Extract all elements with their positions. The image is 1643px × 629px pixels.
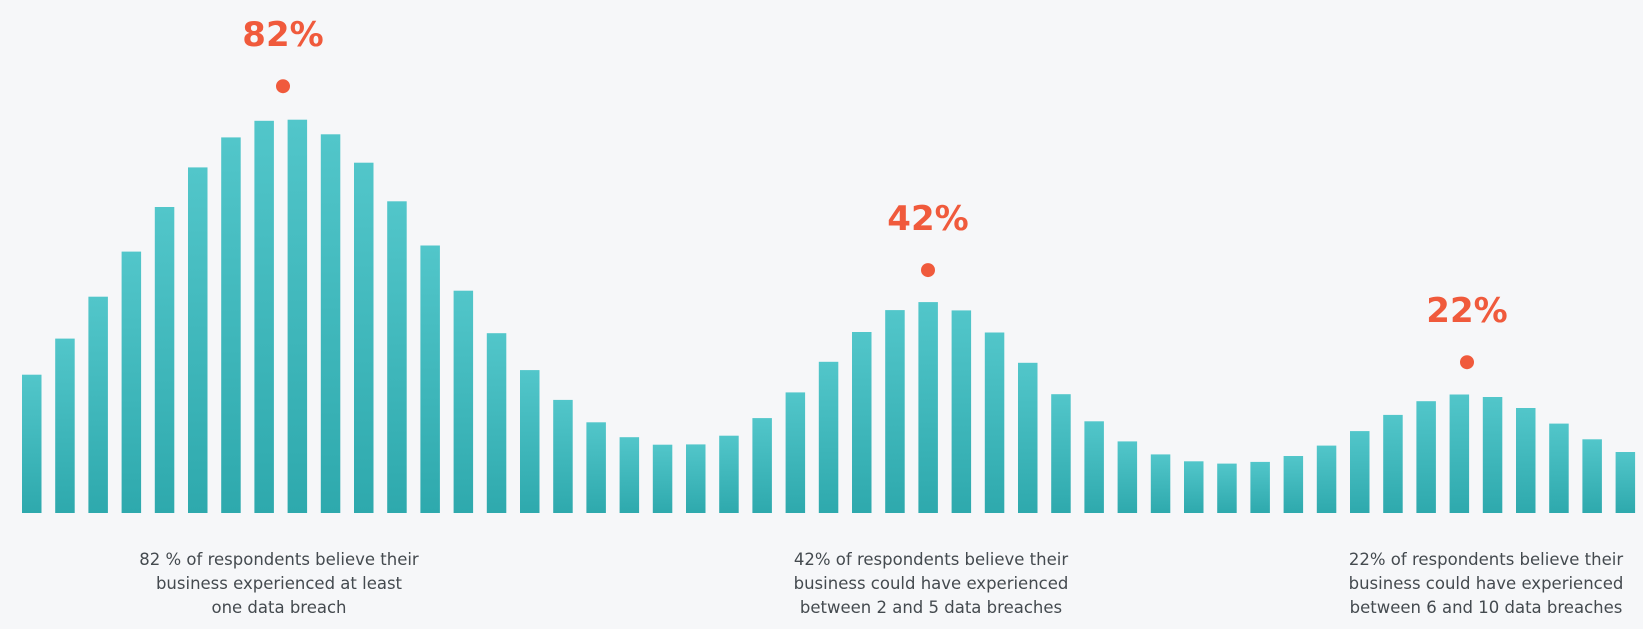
wave-bar bbox=[1184, 461, 1204, 513]
wave-bar bbox=[188, 167, 208, 513]
wave-bar bbox=[520, 370, 540, 513]
peak-label-82: 82% bbox=[242, 15, 323, 55]
wave-bar bbox=[785, 392, 806, 513]
wave-bar bbox=[1217, 463, 1237, 513]
wave-bar bbox=[1482, 397, 1503, 513]
peak-markers: 82% 42% 22% bbox=[242, 15, 1508, 370]
wave-bar bbox=[1582, 439, 1602, 513]
wave-bar bbox=[984, 332, 1005, 513]
wave-bar bbox=[1150, 454, 1171, 513]
wave-bar bbox=[586, 422, 606, 513]
description-2-to-5-breaches: 42% of respondents believe their busines… bbox=[793, 550, 1069, 617]
wave-bar bbox=[951, 310, 972, 513]
wave-bar bbox=[287, 119, 308, 513]
wave-bar bbox=[652, 444, 673, 513]
description-6-to-10-breaches: 22% of respondents believe their busines… bbox=[1348, 550, 1624, 617]
wave-bar bbox=[918, 302, 938, 513]
wave-bar bbox=[1549, 423, 1569, 513]
wave-bar bbox=[1416, 401, 1436, 513]
description-at-least-one-breach: 82 % of respondents believe their busine… bbox=[139, 550, 419, 617]
peak-dot-22 bbox=[1460, 355, 1474, 370]
peak-dot-82 bbox=[276, 79, 290, 94]
wave-bar bbox=[885, 310, 905, 513]
wave-bar bbox=[486, 333, 507, 513]
wave-bar bbox=[221, 137, 241, 513]
wave-bar bbox=[1117, 441, 1138, 513]
wave-bar bbox=[254, 120, 274, 514]
wave-bar bbox=[354, 162, 374, 513]
wave-bar bbox=[1051, 394, 1071, 513]
wave-bar bbox=[55, 338, 75, 513]
wave-bar bbox=[1018, 362, 1038, 513]
wave-bar bbox=[320, 134, 341, 514]
wave-bar bbox=[852, 332, 872, 513]
wave-bar bbox=[387, 201, 407, 514]
peak-dot-42 bbox=[921, 263, 935, 278]
wave-bar bbox=[686, 444, 706, 513]
wave-bars bbox=[22, 119, 1636, 514]
wave-bar bbox=[121, 251, 142, 513]
wave-bar bbox=[1250, 461, 1270, 513]
peak-label-42: 42% bbox=[887, 199, 968, 239]
wave-bar bbox=[1283, 456, 1304, 513]
wave-bar bbox=[88, 296, 108, 513]
wave-bar bbox=[1350, 431, 1370, 513]
wave-bar bbox=[1516, 408, 1536, 513]
wave-bar bbox=[1449, 394, 1470, 513]
wave-bar bbox=[1084, 421, 1104, 513]
wave-bar bbox=[453, 290, 474, 513]
wave-bar bbox=[22, 374, 42, 513]
wave-bar bbox=[553, 399, 573, 513]
wave-bar bbox=[719, 435, 739, 513]
wave-bar bbox=[154, 207, 175, 513]
wave-bar bbox=[420, 245, 440, 513]
peak-label-22: 22% bbox=[1426, 291, 1507, 331]
wave-bar bbox=[818, 361, 839, 513]
wave-bar bbox=[1615, 452, 1636, 513]
wave-bar bbox=[1383, 414, 1403, 513]
wave-bar bbox=[619, 437, 640, 513]
wave-bar bbox=[752, 418, 772, 513]
wave-bar bbox=[1316, 445, 1337, 513]
